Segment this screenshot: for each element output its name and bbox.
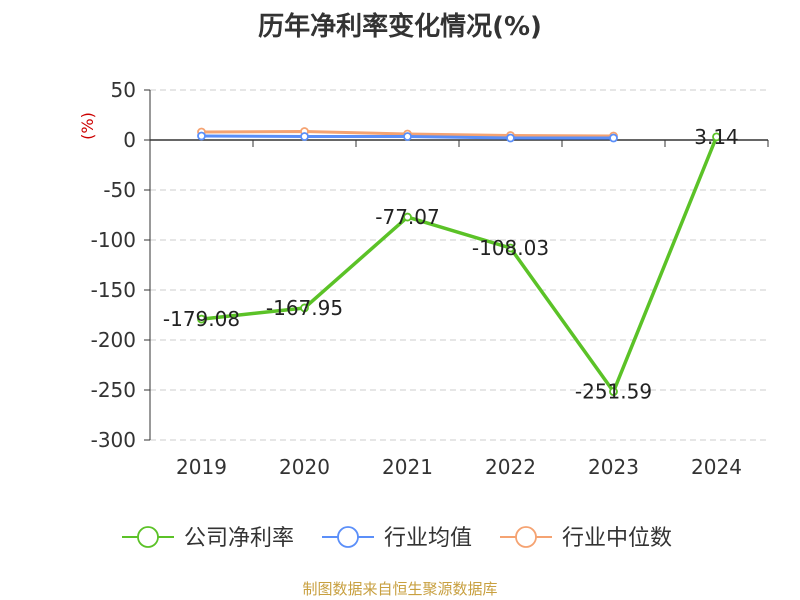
legend-marker-icon bbox=[515, 526, 537, 548]
y-tick-label: -50 bbox=[103, 178, 136, 202]
x-tick-label: 2021 bbox=[382, 455, 433, 479]
axes: 50 0 -50 -100 -150 -200 -250 -300 (%) 2019 2020 202… bbox=[78, 78, 769, 479]
grid-lines bbox=[150, 89, 768, 441]
x-tick-label: 2022 bbox=[485, 455, 536, 479]
y-axis-label: (%) bbox=[78, 112, 97, 140]
data-label: -108.03 bbox=[472, 236, 549, 260]
legend-item: 行业均值 bbox=[322, 526, 472, 551]
y-tick-label: -250 bbox=[91, 378, 136, 402]
data-point bbox=[197, 314, 206, 324]
x-tick-label: 2023 bbox=[588, 455, 639, 479]
data-labels: -179.08 -167.95 -77.07 -108.03 -251.59 3.14 bbox=[163, 125, 739, 404]
data-label: -77.07 bbox=[375, 205, 439, 229]
y-tick-label: -200 bbox=[91, 328, 136, 352]
y-tick-label: 0 bbox=[123, 128, 136, 152]
y-tick-label: -100 bbox=[91, 228, 136, 252]
legend-label: 行业中位数 bbox=[562, 526, 672, 551]
data-point bbox=[506, 243, 515, 253]
y-tick-label: -300 bbox=[91, 428, 136, 452]
data-point bbox=[609, 133, 618, 143]
source-note: 制图数据来自恒生聚源数据库 bbox=[302, 580, 498, 598]
chart-title: 历年净利率变化情况(%) bbox=[258, 12, 542, 42]
x-tick-label: 2019 bbox=[176, 455, 227, 479]
legend-label: 行业均值 bbox=[384, 526, 472, 551]
data-label: -179.08 bbox=[163, 307, 240, 331]
x-tick-label: 2024 bbox=[691, 455, 742, 479]
data-point bbox=[506, 133, 515, 143]
legend-item: 公司净利率 bbox=[122, 526, 294, 551]
data-label: -251.59 bbox=[575, 380, 652, 404]
legend-marker-icon bbox=[137, 526, 159, 548]
data-point bbox=[300, 132, 309, 141]
y-tick-label: 50 bbox=[111, 78, 136, 102]
data-label: 3.14 bbox=[694, 125, 739, 149]
legend-label: 公司净利率 bbox=[184, 526, 294, 551]
x-tick-label: 2020 bbox=[279, 455, 330, 479]
series-lines bbox=[197, 127, 721, 396]
data-label: -167.95 bbox=[266, 296, 343, 320]
legend: 公司净利率 行业均值 行业中位数 bbox=[122, 526, 672, 551]
series-line bbox=[201, 136, 719, 394]
y-tick-label: -150 bbox=[91, 278, 136, 302]
data-point bbox=[403, 212, 412, 222]
data-point bbox=[712, 132, 721, 142]
data-point bbox=[197, 131, 206, 141]
legend-marker-icon bbox=[337, 526, 359, 548]
data-point bbox=[300, 303, 309, 313]
legend-item: 行业中位数 bbox=[500, 526, 672, 551]
data-point bbox=[403, 132, 412, 141]
data-point bbox=[609, 387, 618, 396]
